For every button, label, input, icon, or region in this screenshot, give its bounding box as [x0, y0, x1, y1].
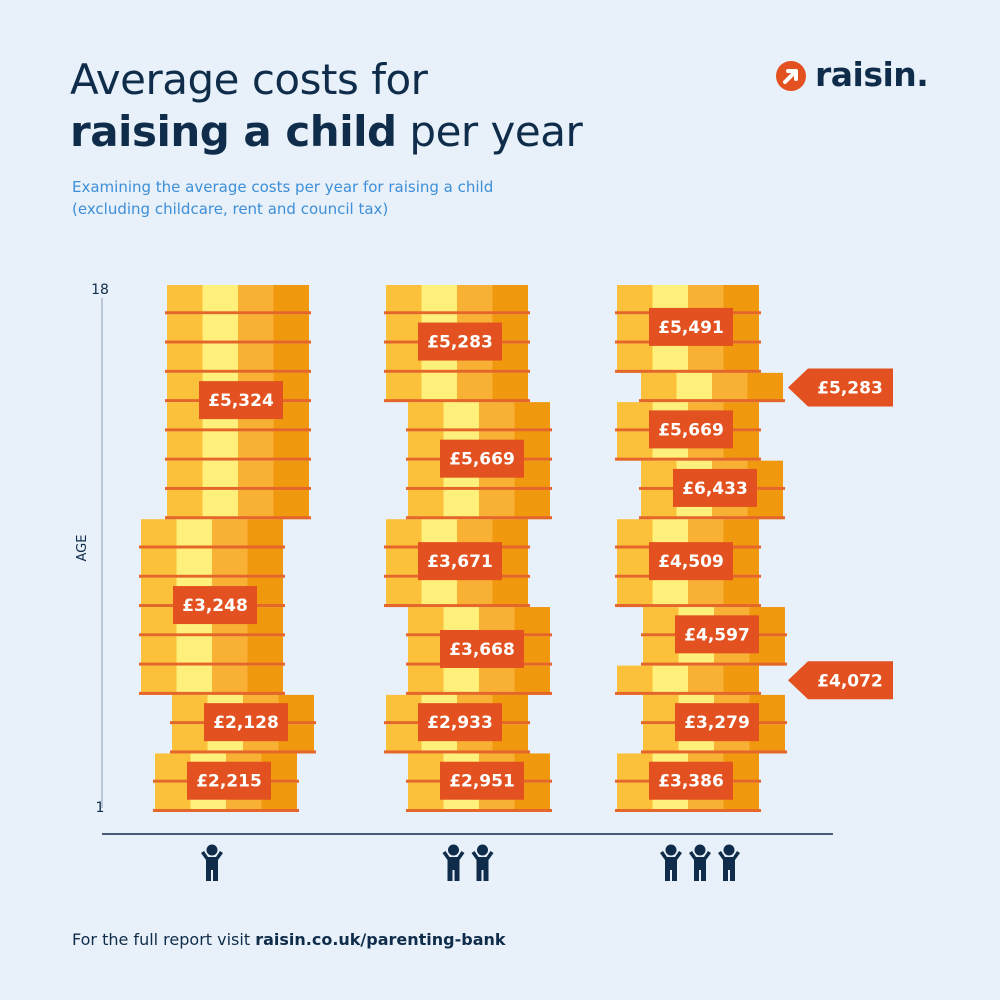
category-icons	[201, 844, 740, 881]
value-badge	[675, 615, 759, 654]
value-label: £5,669	[658, 420, 724, 440]
value-badge	[204, 703, 288, 742]
y-tick-top: 18	[91, 282, 109, 298]
footer-link[interactable]: raisin.co.uk/parenting-bank	[255, 930, 506, 949]
person-icon-group	[442, 844, 494, 881]
person-icon	[660, 844, 682, 881]
value-badge	[173, 586, 257, 625]
coin-stacks: £2,215 £2,128 £3,248 £5,324 £2,951 £2,933 £3,6…	[139, 285, 893, 812]
value-label: £2,215	[196, 772, 262, 792]
title-line1: Average costs for	[70, 55, 428, 104]
footer: For the full report visit raisin.co.uk/p…	[72, 930, 506, 949]
page-title: Average costs for raising a child per ye…	[70, 54, 583, 158]
value-label: £3,386	[658, 772, 724, 792]
value-badge	[649, 307, 733, 346]
person-icon	[689, 844, 711, 881]
value-label: £3,668	[449, 640, 515, 660]
value-label: £4,509	[658, 552, 724, 572]
subtitle: Examining the average costs per year for…	[72, 176, 493, 220]
coin-stack-segment	[615, 665, 761, 695]
person-icon-group	[201, 844, 223, 881]
value-badge	[649, 761, 733, 800]
value-label: £5,669	[449, 450, 515, 470]
coin-stack-segment	[406, 402, 552, 520]
value-badge	[440, 439, 524, 478]
value-label: £5,324	[208, 391, 274, 411]
value-badge	[649, 410, 733, 449]
value-label: £2,933	[427, 713, 493, 733]
value-label: £3,248	[182, 596, 248, 616]
callout-label: £4,072	[817, 671, 883, 691]
value-badge	[440, 629, 524, 668]
value-label: £5,491	[658, 318, 724, 338]
subtitle-line1: Examining the average costs per year for…	[72, 178, 494, 196]
value-label: £6,433	[682, 479, 748, 499]
value-label: £2,951	[449, 772, 515, 792]
value-label: £2,128	[213, 713, 279, 733]
value-label: £4,597	[684, 625, 750, 645]
logo-mark-icon	[776, 61, 806, 91]
callout-label: £5,283	[817, 378, 883, 398]
value-badge	[673, 468, 757, 507]
title-bold: raising a child	[70, 107, 397, 156]
value-label: £3,671	[427, 552, 493, 572]
coin-stack-segment	[165, 285, 311, 520]
coin-stack-segment	[639, 372, 785, 403]
value-badge	[418, 322, 502, 361]
subtitle-line2: (excluding childcare, rent and council t…	[72, 200, 389, 218]
logo-text: raisin.	[815, 55, 929, 94]
person-icon	[442, 844, 465, 881]
value-badge	[675, 703, 759, 742]
person-icon-group	[660, 844, 740, 881]
value-badge	[199, 381, 283, 420]
value-badge	[418, 703, 502, 742]
person-icon	[201, 844, 223, 881]
value-badge	[440, 761, 524, 800]
value-badge	[418, 542, 502, 581]
value-label: £5,283	[427, 333, 493, 353]
person-icon	[718, 844, 740, 881]
value-badge	[187, 761, 271, 800]
raisin-logo: raisin.	[773, 54, 933, 98]
person-icon	[471, 844, 494, 881]
value-badge	[649, 542, 733, 581]
title-rest: per year	[396, 107, 583, 156]
callout-badge	[788, 661, 893, 700]
y-tick-bottom: 1	[96, 800, 105, 816]
y-axis-label: AGE	[75, 535, 90, 562]
footer-prefix: For the full report visit	[72, 930, 256, 949]
value-label: £3,279	[684, 713, 750, 733]
callout-badge	[788, 368, 893, 407]
